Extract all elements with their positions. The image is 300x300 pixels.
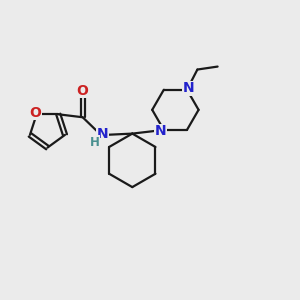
Text: N: N [183,81,194,95]
Text: N: N [154,124,166,138]
Text: O: O [77,84,88,98]
Text: N: N [97,127,108,141]
Text: O: O [29,106,41,120]
Text: H: H [90,136,100,149]
